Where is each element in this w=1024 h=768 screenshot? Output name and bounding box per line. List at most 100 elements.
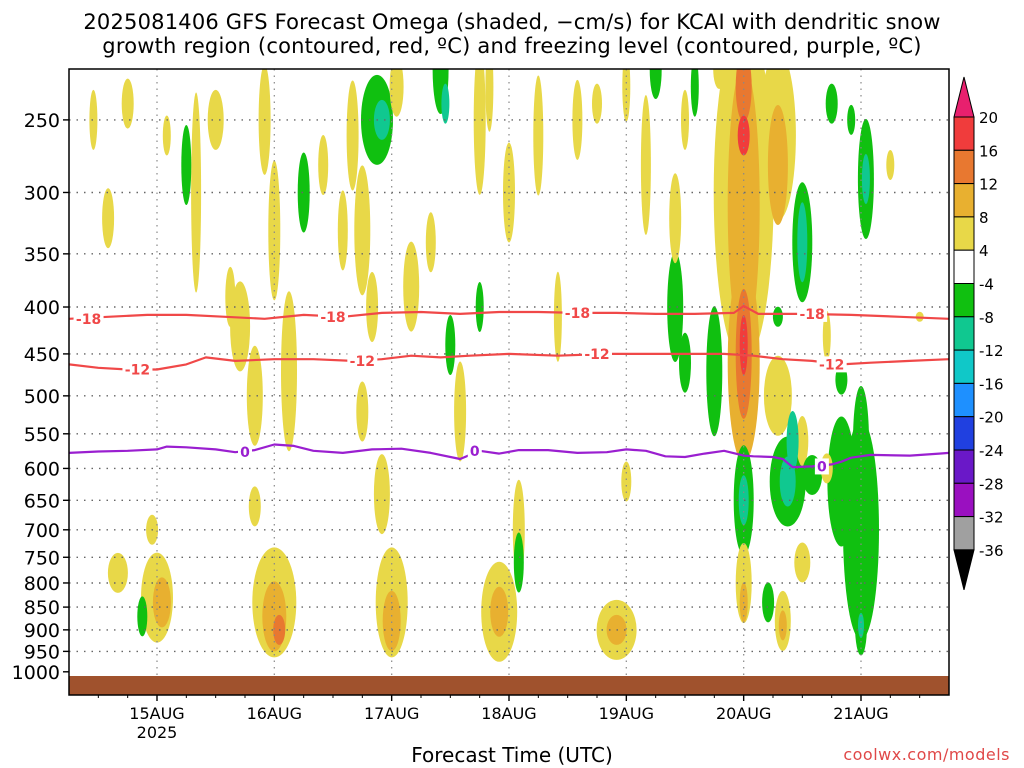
omega-cell-31 xyxy=(473,69,486,195)
x-tick-label-21AUG: 21AUG xyxy=(833,704,888,723)
omega-cell-90 xyxy=(318,135,329,195)
x-tick-label-16AUG: 16AUG xyxy=(247,704,302,723)
omega-cell-13 xyxy=(207,89,224,150)
y-tick-label-1000: 1000 xyxy=(12,662,60,684)
colorbar-segment-11 xyxy=(953,449,975,484)
omega-cell-12 xyxy=(191,92,202,293)
y-axis: 2503003504004505005506006507007508008509… xyxy=(12,110,69,684)
omega-cell-52 xyxy=(738,475,749,526)
omega-cell-75 xyxy=(825,83,838,124)
colorbar-label-12: -32 xyxy=(979,509,1004,527)
omega-cell-87 xyxy=(230,281,251,372)
x-tick-label-20AUG: 20AUG xyxy=(716,704,771,723)
colorbar-label-1: 16 xyxy=(979,142,998,160)
colorbar-label-0: 20 xyxy=(979,109,998,127)
omega-cell-73 xyxy=(847,104,856,135)
y-tick-label-250: 250 xyxy=(24,110,60,132)
contour-label-bg-1-3 xyxy=(816,356,847,373)
omega-cell-103 xyxy=(772,306,783,327)
omega-cell-82 xyxy=(89,89,98,150)
chart-title-line-1: 2025081406 GFS Forecast Omega (shaded, −… xyxy=(83,10,941,34)
omega-cell-10 xyxy=(268,160,281,301)
omega-cell-21 xyxy=(373,99,390,140)
x-tick-label-19AUG: 19AUG xyxy=(599,704,654,723)
omega-cell-16 xyxy=(382,590,401,651)
x-tick-sublabel-15AUG: 2025 xyxy=(137,723,178,742)
omega-cell-76 xyxy=(886,150,895,180)
colorbar-label-6: -8 xyxy=(979,309,994,327)
omega-cell-93 xyxy=(425,212,436,273)
omega-cell-19 xyxy=(346,80,359,191)
omega-cell-81 xyxy=(710,341,719,402)
colorbar-segment-2 xyxy=(953,149,975,185)
y-tick-label-950: 950 xyxy=(24,641,60,663)
omega-cell-37 xyxy=(621,461,632,502)
colorbar-segment-12 xyxy=(953,482,975,518)
omega-cell-83 xyxy=(102,188,115,249)
y-tick-label-750: 750 xyxy=(24,547,60,569)
colorbar-label-10: -24 xyxy=(979,442,1004,460)
omega-cell-26 xyxy=(490,586,509,637)
colorbar-segment-6 xyxy=(953,283,975,318)
omega-cell-22 xyxy=(366,272,379,342)
contour-label-0-0: -18 xyxy=(76,312,101,328)
omega-cell-72 xyxy=(861,154,870,204)
contour-label-1-0: -12 xyxy=(125,363,150,379)
colorbar-segment-1 xyxy=(953,116,975,151)
colorbar-top-arrow xyxy=(953,76,975,118)
omega-cell-67 xyxy=(843,419,879,640)
contour-label-bg-0-3 xyxy=(797,305,828,322)
contour-label-bg-2-2 xyxy=(814,458,829,475)
omega-cell-99 xyxy=(592,83,602,124)
colorbar-label-13: -36 xyxy=(979,542,1004,560)
y-tick-label-600: 600 xyxy=(24,458,60,480)
contour-label-2-2: 0 xyxy=(817,459,827,475)
y-tick-label-300: 300 xyxy=(24,182,60,204)
y-tick-label-850: 850 xyxy=(24,597,60,619)
x-tick-label-15AUG: 15AUG xyxy=(129,704,184,723)
omega-cell-57 xyxy=(763,355,792,436)
omega-cell-104 xyxy=(786,411,799,471)
omega-cell-23 xyxy=(389,69,404,117)
x-tick-label-18AUG: 18AUG xyxy=(481,704,536,723)
omega-cell-4 xyxy=(137,596,148,637)
omega-cell-70 xyxy=(858,612,864,638)
y-tick-label-800: 800 xyxy=(24,573,60,595)
contour-label-bg-1-2 xyxy=(582,345,612,362)
ground-surface xyxy=(69,676,949,695)
omega-cell-85 xyxy=(162,115,171,156)
contour-label-bg-0-1 xyxy=(318,308,348,325)
contour-label-bg-0-0 xyxy=(73,310,104,327)
colorbar-label-9: -20 xyxy=(979,409,1004,427)
colorbar-label-11: -28 xyxy=(979,475,1004,493)
omega-cell-97 xyxy=(553,271,562,362)
omega-cell-98 xyxy=(572,79,583,160)
contour-label-1-3: -12 xyxy=(819,357,844,373)
colorbar-segment-13 xyxy=(953,516,975,551)
contour-line-minus12 xyxy=(69,352,949,371)
omega-cell-64 xyxy=(762,582,775,623)
colorbar-label-8: -16 xyxy=(979,375,1004,393)
contour-label-2-1: 0 xyxy=(470,444,480,460)
omega-cell-42 xyxy=(679,332,691,393)
colorbar-legend: 20 16 12 8 4 -4 -8 -12 -16 -20 -24 -28 -32 -36 xyxy=(953,76,1004,591)
contour-label-bg-0-2 xyxy=(562,304,593,321)
omega-cell-96 xyxy=(533,75,544,196)
contour-label-1-2: -12 xyxy=(584,347,609,363)
colorbar-segment-10 xyxy=(953,416,975,451)
colorbar-bottom-arrow xyxy=(953,549,975,591)
omega-cell-102 xyxy=(690,69,699,117)
y-tick-label-550: 550 xyxy=(24,424,60,446)
omega-cell-84 xyxy=(121,78,134,129)
omega-cell-79 xyxy=(822,310,831,361)
contour-line-minus18 xyxy=(69,304,949,320)
credit-link[interactable]: coolwx.com/models xyxy=(843,745,1010,764)
omega-cell-86 xyxy=(181,125,192,205)
omega-cell-50 xyxy=(739,315,748,375)
y-tick-label-700: 700 xyxy=(24,520,60,542)
colorbar-label-2: 12 xyxy=(979,176,998,194)
y-tick-label-900: 900 xyxy=(24,620,60,642)
omega-cell-8 xyxy=(248,486,261,527)
contour-label-1-1: -12 xyxy=(350,354,375,370)
